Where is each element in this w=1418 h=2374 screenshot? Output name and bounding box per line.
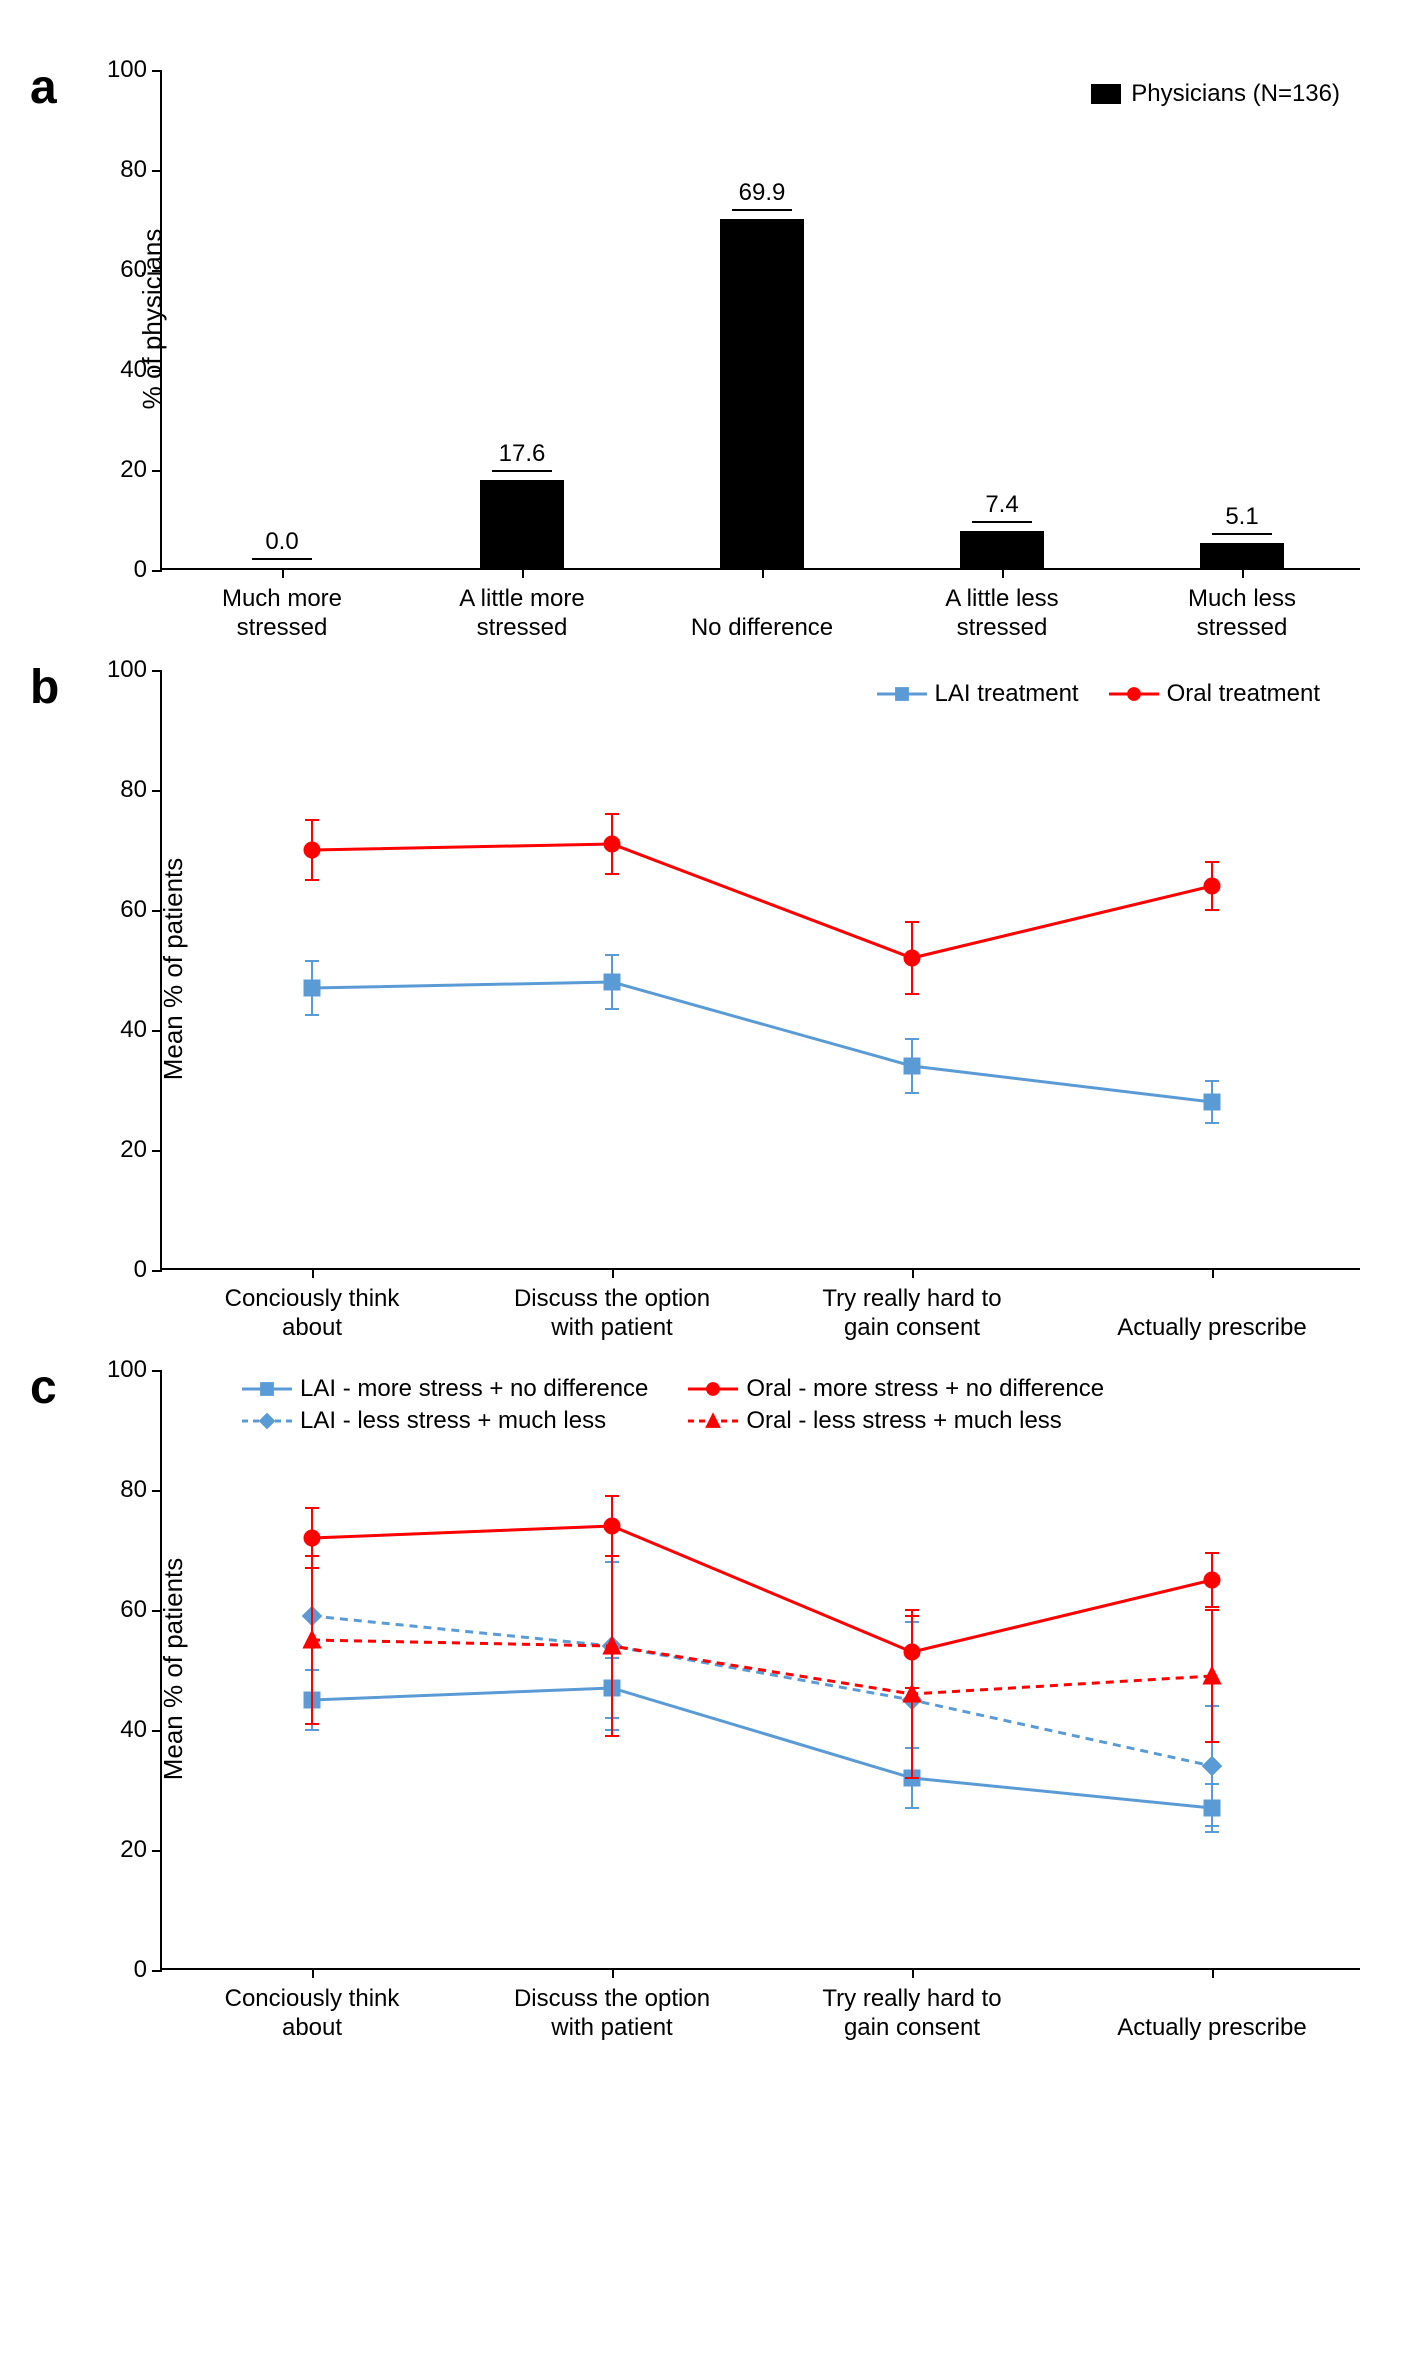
data-point <box>904 922 920 994</box>
line-chart-svg <box>162 670 1362 1270</box>
y-tick <box>152 370 162 372</box>
y-tick <box>152 670 162 672</box>
x-tick-label: Conciously think about <box>162 1985 462 2043</box>
y-tick-label: 40 <box>102 1016 147 1044</box>
y-tick-label: 80 <box>102 776 147 804</box>
y-tick-label: 40 <box>102 356 147 384</box>
line-chart-svg <box>162 1370 1362 1970</box>
data-point <box>904 1039 920 1093</box>
y-tick-label: 20 <box>102 1836 147 1864</box>
data-point <box>304 961 320 1015</box>
series-line <box>312 1616 1212 1766</box>
y-tick <box>152 1490 162 1492</box>
x-tick <box>762 568 764 578</box>
y-tick <box>152 1850 162 1852</box>
y-tick-label: 100 <box>102 56 147 84</box>
panel-c: c Mean % of patients020406080100 LAI - m… <box>20 1370 1398 1970</box>
bar-value-label: 5.1 <box>1212 503 1272 535</box>
figure-container: a % of physicians020406080100Physicians … <box>20 70 1398 1970</box>
y-tick <box>152 1270 162 1272</box>
x-tick-label: Discuss the option with patient <box>462 1985 762 2043</box>
panel-b-label: b <box>30 660 59 715</box>
x-tick-label: No difference <box>642 614 882 643</box>
y-tick-label: 20 <box>102 456 147 484</box>
y-tick-label: 0 <box>102 1956 147 1984</box>
panel-a: a % of physicians020406080100Physicians … <box>20 70 1398 570</box>
bar <box>1200 543 1284 569</box>
y-tick <box>152 1150 162 1152</box>
x-tick-label: A little more stressed <box>402 585 642 643</box>
y-tick <box>152 170 162 172</box>
y-tick <box>152 790 162 792</box>
y-tick-label: 80 <box>102 1476 147 1504</box>
data-point <box>1204 1553 1220 1607</box>
x-tick <box>1002 568 1004 578</box>
chart-area: Mean % of patients020406080100 LAI - mor… <box>160 1370 1360 1970</box>
series-line <box>312 1526 1212 1652</box>
x-tick-label: Discuss the option with patient <box>462 1285 762 1343</box>
chart-area: Mean % of patients020406080100 LAI treat… <box>160 670 1360 1270</box>
series-line <box>312 1688 1212 1808</box>
y-tick <box>152 470 162 472</box>
x-tick-label: Actually prescribe <box>1062 1314 1362 1343</box>
series-line <box>312 982 1212 1102</box>
y-tick-label: 60 <box>102 896 147 924</box>
bar <box>720 219 804 569</box>
y-tick-label: 0 <box>102 1256 147 1284</box>
x-tick-label: A little less stressed <box>882 585 1122 643</box>
bar <box>960 531 1044 568</box>
data-point <box>604 814 620 874</box>
x-tick-label: Conciously think about <box>162 1285 462 1343</box>
data-point <box>304 820 320 880</box>
data-point <box>1204 862 1220 910</box>
y-tick <box>152 1610 162 1612</box>
bar-value-label: 7.4 <box>972 491 1032 523</box>
x-tick-label: Much more stressed <box>162 585 402 643</box>
y-tick <box>152 1730 162 1732</box>
panel-b: b Mean % of patients020406080100 LAI tre… <box>20 670 1398 1270</box>
y-tick <box>152 70 162 72</box>
bar-value-label: 0.0 <box>252 528 312 560</box>
y-tick <box>152 910 162 912</box>
data-point <box>604 955 620 1009</box>
bar-value-label: 69.9 <box>732 179 792 211</box>
panel-a-label: a <box>30 60 57 115</box>
bar-value-label: 17.6 <box>492 440 552 472</box>
y-tick-label: 80 <box>102 156 147 184</box>
y-tick <box>152 570 162 572</box>
legend-text: Physicians (N=136) <box>1131 80 1340 108</box>
data-point <box>604 1496 620 1556</box>
legend-item: Physicians (N=136) <box>1091 80 1340 108</box>
y-tick-label: 60 <box>102 1596 147 1624</box>
x-tick <box>282 568 284 578</box>
y-tick <box>152 1970 162 1972</box>
series-line <box>312 1640 1212 1694</box>
x-tick <box>522 568 524 578</box>
legend-swatch <box>1091 84 1121 104</box>
legend: Physicians (N=136) <box>1091 80 1340 110</box>
y-tick <box>152 1030 162 1032</box>
y-tick-label: 20 <box>102 1136 147 1164</box>
series-line <box>312 844 1212 958</box>
y-tick-label: 40 <box>102 1716 147 1744</box>
x-tick-label: Try really hard to gain consent <box>762 1985 1062 2043</box>
y-tick-label: 60 <box>102 256 147 284</box>
chart-area: % of physicians020406080100Physicians (N… <box>160 70 1360 570</box>
y-tick-label: 100 <box>102 656 147 684</box>
y-tick <box>152 1370 162 1372</box>
x-tick-label: Actually prescribe <box>1062 2014 1362 2043</box>
x-tick-label: Much less stressed <box>1122 585 1362 643</box>
data-point <box>1204 1081 1220 1123</box>
x-tick <box>1242 568 1244 578</box>
y-tick-label: 0 <box>102 556 147 584</box>
y-tick <box>152 270 162 272</box>
panel-c-label: c <box>30 1360 57 1415</box>
x-tick-label: Try really hard to gain consent <box>762 1285 1062 1343</box>
y-tick-label: 100 <box>102 1356 147 1384</box>
data-point <box>903 1610 921 1778</box>
bar <box>480 480 564 568</box>
